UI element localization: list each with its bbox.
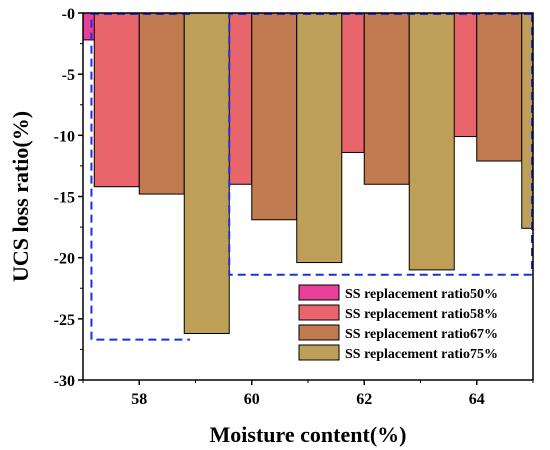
highlight-box-0	[90, 13, 190, 341]
x-tick-label: 60	[244, 391, 260, 408]
legend: SS replacement ratio50% SS replacement ra…	[298, 284, 498, 362]
highlight-boxes	[90, 13, 533, 341]
bar-series2-3	[476, 13, 523, 162]
y-axis-title: UCS loss ratio(%)	[8, 111, 33, 282]
bar-series2-1	[251, 13, 298, 221]
x-tick-label: 62	[356, 391, 372, 408]
legend-label-0: SS replacement ratio50%	[345, 287, 498, 302]
x-tick-label: 64	[469, 391, 485, 408]
bar-series2-2	[363, 13, 410, 185]
x-axis-title: Moisture content(%)	[210, 422, 407, 447]
legend-swatch-0	[298, 284, 340, 301]
highlight-box-1	[228, 13, 532, 276]
legend-label-2: SS replacement ratio67%	[345, 327, 498, 342]
y-tick-label: -30	[54, 373, 75, 390]
bar-series2-0	[138, 13, 185, 195]
bar-series3-0	[183, 13, 230, 335]
y-tick-label: -10	[54, 128, 75, 145]
y-tick-label: -0	[62, 6, 75, 23]
y-tick-label: -25	[54, 312, 75, 329]
legend-label-1: SS replacement ratio58%	[345, 307, 498, 322]
axes: -0 -5 -10 -15 -20 -25 -30 58 60 62 64	[54, 6, 534, 408]
legend-swatch-2	[298, 324, 340, 341]
legend-swatch-1	[298, 304, 340, 321]
x-tick-label: 58	[131, 391, 147, 408]
y-tick-label: -20	[54, 251, 75, 268]
legend-label-3: SS replacement ratio75%	[345, 347, 498, 362]
y-tick-label: -15	[54, 190, 75, 207]
bar-series1-0	[93, 13, 140, 188]
legend-swatch-3	[298, 344, 340, 361]
bar-series3-1	[296, 13, 343, 264]
bar-series3-3	[521, 13, 533, 229]
y-tick-label: -5	[62, 67, 75, 84]
bar-series3-2	[408, 13, 455, 271]
bars-group	[83, 13, 533, 335]
